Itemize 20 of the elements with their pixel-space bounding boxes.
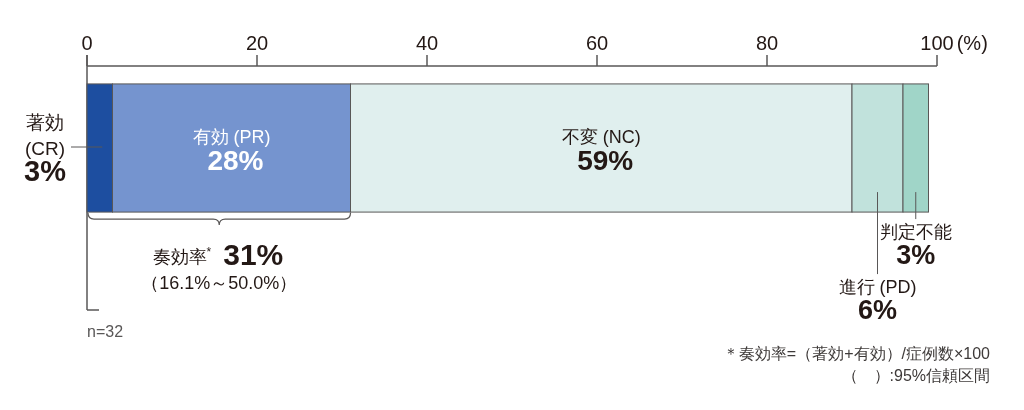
x-axis-title: (%)	[956, 32, 988, 54]
x-tick-label: 60	[585, 32, 609, 54]
data-label: 3%	[896, 240, 936, 271]
annotation: （ ）:95%信頼区間	[841, 367, 990, 384]
series-label: 有効 (PR)	[192, 127, 271, 147]
series-label: 進行 (PD)	[838, 277, 917, 298]
x-tick-label: 100	[920, 32, 954, 54]
annotation: （16.1%～50.0%）	[141, 273, 298, 293]
x-tick-label: 20	[245, 32, 269, 54]
annotation: n=32	[87, 323, 124, 340]
x-tick-label: 80	[755, 32, 779, 54]
annotation: ＊奏効率=（著効+有効）/症例数×100	[722, 345, 990, 362]
x-tick-label: 40	[415, 32, 439, 54]
annotation: 奏効率$^{*}$	[152, 245, 212, 267]
series-label: 著効	[26, 112, 64, 133]
series-label: 判定不能	[879, 222, 952, 243]
annotation: 31%	[223, 238, 284, 271]
series-label: (CR)	[24, 138, 66, 159]
x-tick-label: 0	[81, 32, 93, 54]
series-label: 不変 (NC)	[561, 127, 641, 147]
